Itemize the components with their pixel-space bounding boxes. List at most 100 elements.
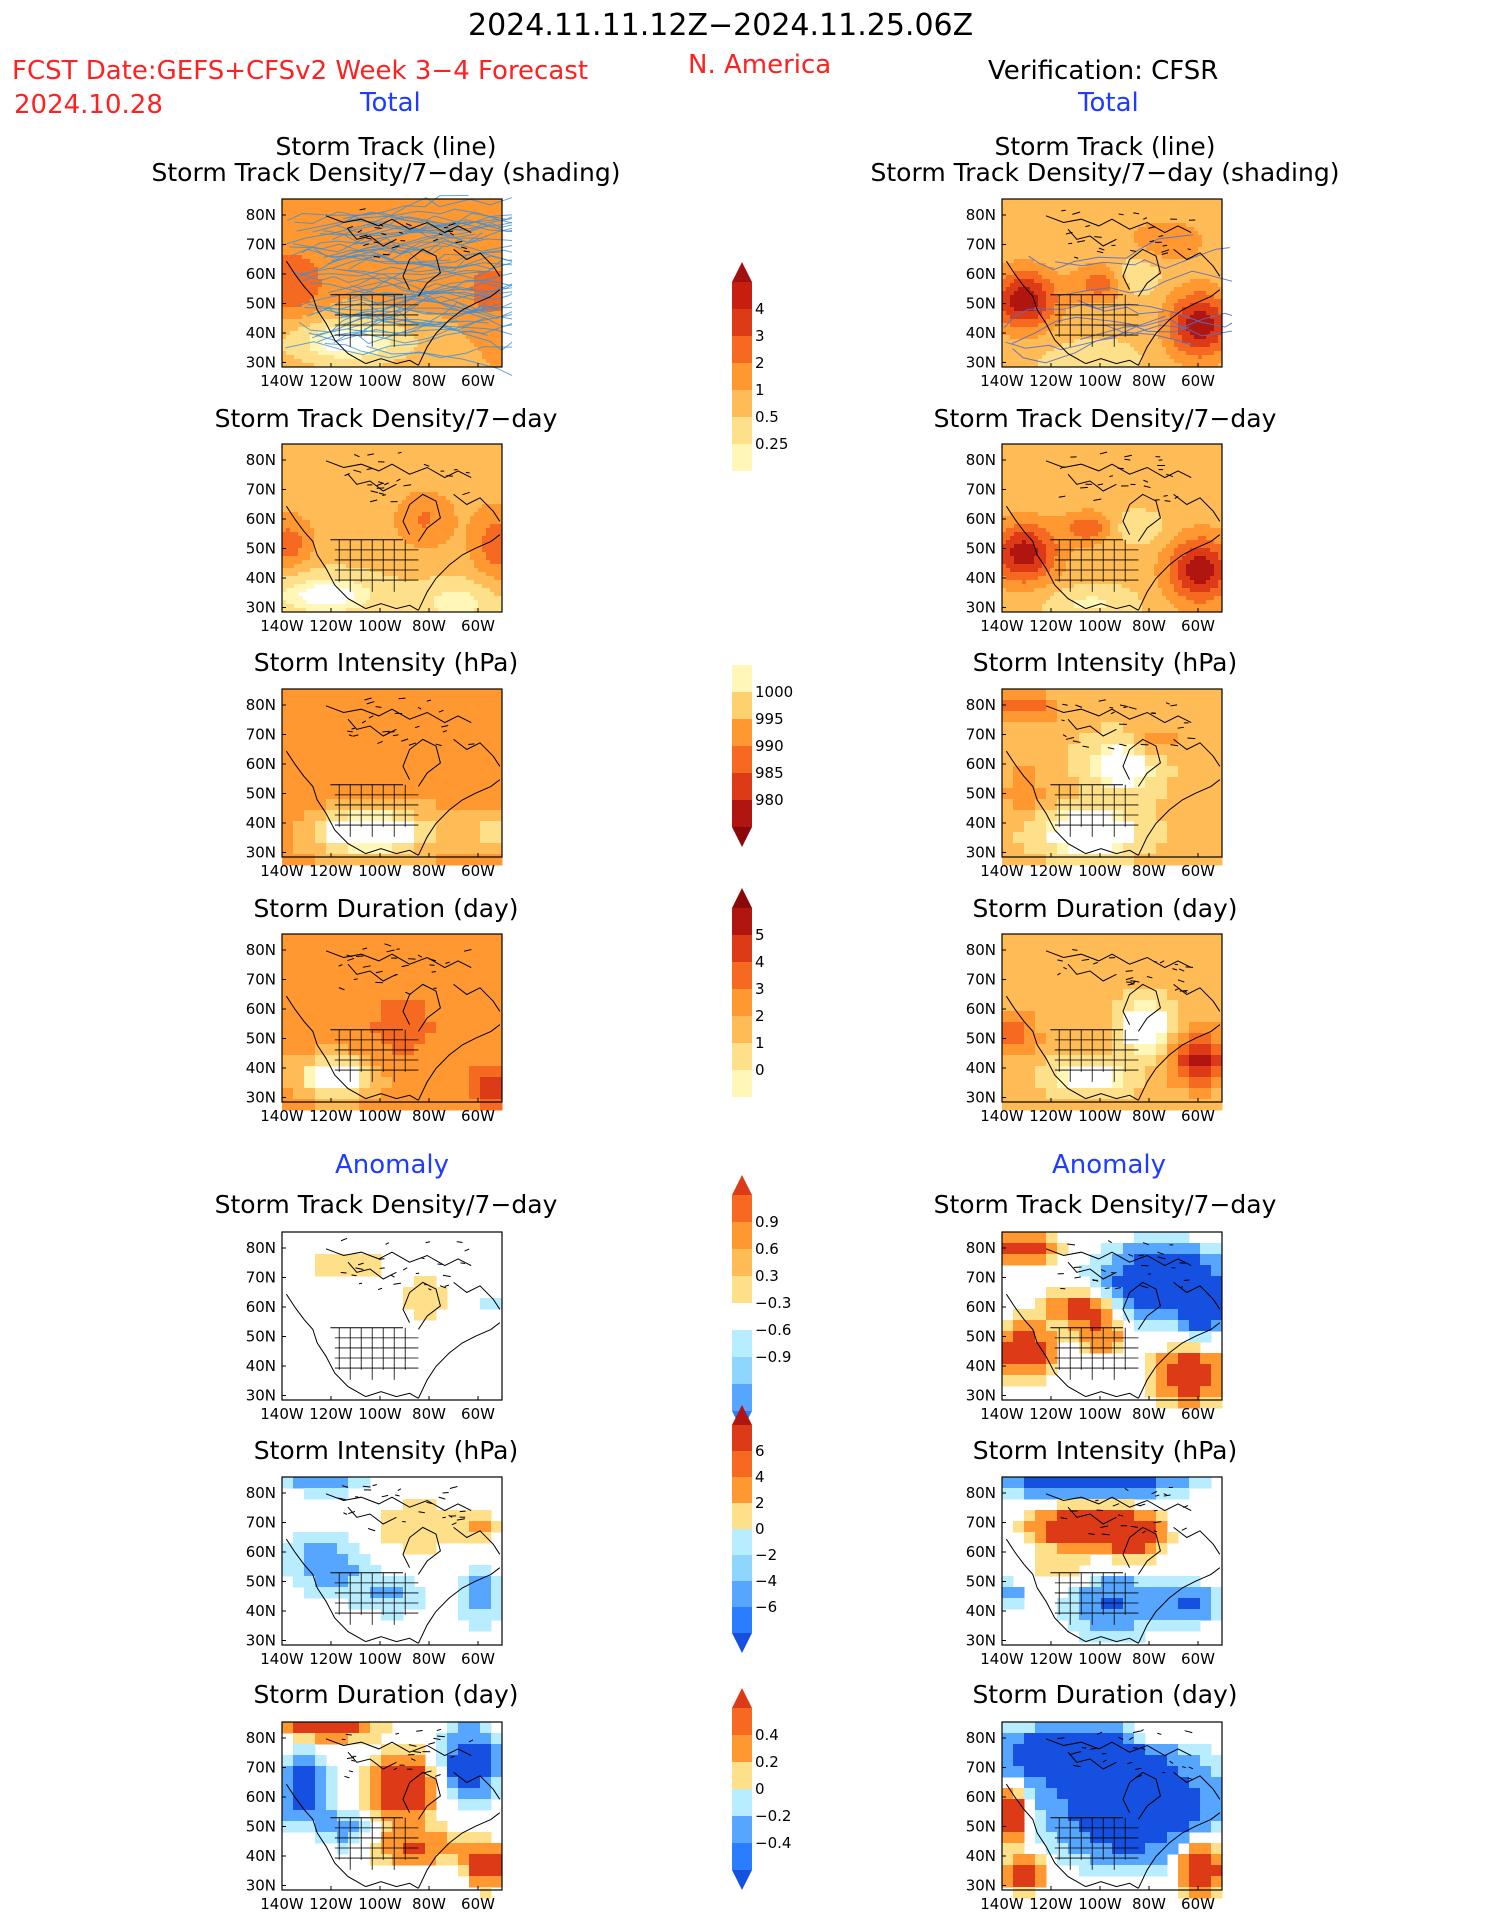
colorbar-tick-label: −6 — [755, 1598, 777, 1616]
lon-label: 60W — [1181, 1895, 1215, 1913]
lat-label: 50N — [246, 1818, 276, 1836]
colorbar-tick-label: 995 — [755, 710, 784, 728]
lat-label: 60N — [966, 265, 996, 283]
lat-label: 50N — [246, 1328, 276, 1346]
lon-label: 60W — [461, 1895, 495, 1913]
map-forecast-intensity-anomaly: 80N 70N 60N 50N 40N 30N 140W 120W 100W 80W 60W — [240, 1473, 512, 1673]
colorbar-segment — [732, 1789, 752, 1816]
colorbar-svg: 5 4 3 2 1 0 — [732, 888, 765, 1117]
colorbar-segment — [732, 1843, 752, 1870]
colorbar-tick-label: −0.9 — [755, 1348, 791, 1366]
right-anom-intensity-title: Storm Intensity (hPa) — [972, 1436, 1238, 1465]
colorbar-segment — [732, 1477, 752, 1503]
colorbar-tick-label: 0.6 — [755, 1240, 779, 1258]
left-density-title: Storm Track Density/7−day — [214, 404, 558, 433]
lat-label: 80N — [966, 1239, 996, 1257]
colorbar-tick-label: 4 — [755, 953, 765, 971]
colorbar-segment — [732, 1762, 752, 1789]
lon-label: 140W — [260, 1107, 304, 1125]
colorbar-segment — [732, 282, 752, 309]
colorbar-intensity-total: 1000 995 990 985 980 — [718, 645, 798, 851]
lon-label: 120W — [309, 862, 353, 880]
colorbar-segment — [732, 773, 752, 800]
colorbar-tick-label: 2 — [755, 1494, 765, 1512]
lat-label: 50N — [246, 540, 276, 558]
lat-label: 30N — [966, 1632, 996, 1650]
left-track-title-1: Storm Track (line) — [275, 132, 497, 161]
colorbar-density-total: 4 3 2 1 0.5 0.25 — [718, 262, 798, 495]
colorbar-segment — [732, 692, 752, 719]
lon-label: 80W — [412, 1895, 446, 1913]
lat-label: 40N — [966, 1847, 996, 1865]
map-verification-density: 80N 70N 60N 50N 40N 30N 140W 120W 100W 80W 60W — [960, 440, 1232, 640]
colorbar-segment — [732, 989, 752, 1016]
map-verification-duration: 80N 70N 60N 50N 40N 30N 140W 120W 100W 80W 60W — [960, 930, 1232, 1130]
lon-label: 80W — [1132, 617, 1166, 635]
colorbar-segment — [732, 1384, 752, 1411]
map-verification-duration-anomaly: 80N 70N 60N 50N 40N 30N 140W 120W 100W 80W 60W — [960, 1718, 1232, 1918]
lon-label: 80W — [412, 372, 446, 390]
lat-label: 40N — [966, 1602, 996, 1620]
colorbar-svg: 0.9 0.6 0.3 −0.3 −0.6 −0.9 — [732, 1175, 791, 1431]
lat-label: 30N — [246, 1387, 276, 1405]
lon-label: 60W — [1181, 372, 1215, 390]
colorbar-tick-label: 4 — [755, 1468, 765, 1486]
right-anom-density-title: Storm Track Density/7−day — [933, 1190, 1277, 1219]
colorbar-segment — [732, 1607, 752, 1633]
lat-label: 60N — [246, 1788, 276, 1806]
lon-label: 100W — [358, 372, 402, 390]
lat-label: 50N — [966, 295, 996, 313]
colorbar-tick-label: 1000 — [755, 683, 793, 701]
colorbar-segment — [732, 1503, 752, 1529]
lon-label: 60W — [461, 617, 495, 635]
lon-label: 100W — [1078, 1405, 1122, 1423]
colorbar-segment — [732, 800, 752, 827]
lat-label: 80N — [966, 1484, 996, 1502]
left-anom-intensity-title: Storm Intensity (hPa) — [253, 1436, 519, 1465]
verification-label: Verification: CFSR — [988, 56, 1219, 86]
colorbar-svg: 0.4 0.2 0 −0.2 −0.4 — [732, 1688, 791, 1890]
colorbar-svg: 4 3 2 1 0.5 0.25 — [732, 262, 788, 491]
colorbar-segment — [732, 444, 752, 471]
lat-label: 60N — [246, 755, 276, 773]
colorbar-tick-label: 985 — [755, 764, 784, 782]
lon-label: 120W — [1029, 1650, 1073, 1668]
colorbar-tick-label: 0.3 — [755, 1267, 779, 1285]
lon-label: 120W — [1029, 372, 1073, 390]
colorbar-density-anomaly: 0.9 0.6 0.3 −0.3 −0.6 −0.9 — [718, 1175, 798, 1435]
lat-label: 80N — [246, 1729, 276, 1747]
lon-label: 80W — [412, 617, 446, 635]
lat-label: 40N — [246, 569, 276, 587]
lat-label: 40N — [966, 569, 996, 587]
lat-label: 60N — [246, 1543, 276, 1561]
lat-label: 80N — [246, 1239, 276, 1257]
lat-label: 60N — [966, 755, 996, 773]
lat-label: 30N — [246, 1877, 276, 1895]
colorbar-segment — [732, 1357, 752, 1384]
left-anom-duration-title: Storm Duration (day) — [253, 1680, 519, 1709]
colorbar-segment — [732, 309, 752, 336]
lat-label: 80N — [966, 696, 996, 714]
lon-label: 140W — [260, 1650, 304, 1668]
lon-label: 100W — [1078, 1895, 1122, 1913]
map-forecast-duration-anomaly: 80N 70N 60N 50N 40N 30N 140W 120W 100W 80W 60W — [240, 1718, 512, 1918]
lon-label: 120W — [309, 1405, 353, 1423]
lon-label: 60W — [461, 1107, 495, 1125]
lat-label: 70N — [966, 1514, 996, 1532]
lon-label: 140W — [980, 372, 1024, 390]
lat-label: 70N — [246, 1514, 276, 1532]
lat-label: 70N — [966, 726, 996, 744]
lat-label: 50N — [966, 1573, 996, 1591]
lat-label: 70N — [246, 481, 276, 499]
lon-label: 140W — [260, 372, 304, 390]
right-duration-title: Storm Duration (day) — [972, 894, 1238, 923]
colorbar-tick-label: 4 — [755, 300, 765, 318]
colorbar-segment — [732, 390, 752, 417]
lon-label: 60W — [461, 1405, 495, 1423]
colorbar-segment — [732, 665, 752, 692]
colorbar-segment — [732, 1016, 752, 1043]
